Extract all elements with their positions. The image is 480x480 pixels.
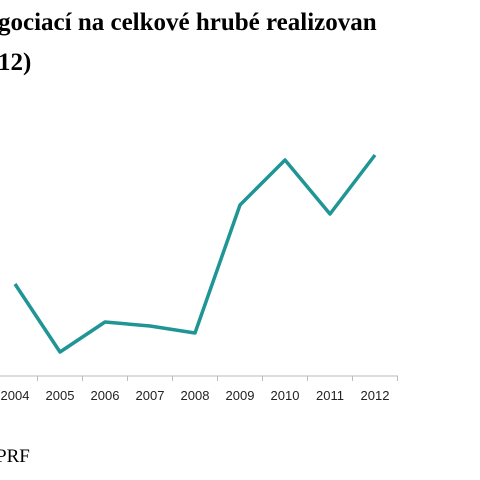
x-tick-label: 2006 xyxy=(91,388,120,403)
line-series xyxy=(13,153,377,354)
x-tick-label: 2007 xyxy=(136,388,165,403)
x-tick-label: 2004 xyxy=(1,388,30,403)
source: PRF xyxy=(0,446,30,467)
chart-title: gociací na celkové hrubé realizovan xyxy=(0,9,377,36)
x-tick-label: 2010 xyxy=(271,388,300,403)
x-tick-label: 2005 xyxy=(46,388,75,403)
chart-title: 12) xyxy=(0,49,31,76)
x-tick-label: 2011 xyxy=(316,388,344,403)
x-tick-label: 2009 xyxy=(226,388,255,403)
x-tick-label: 2008 xyxy=(181,388,210,403)
x-tick-label: 2012 xyxy=(361,388,390,403)
